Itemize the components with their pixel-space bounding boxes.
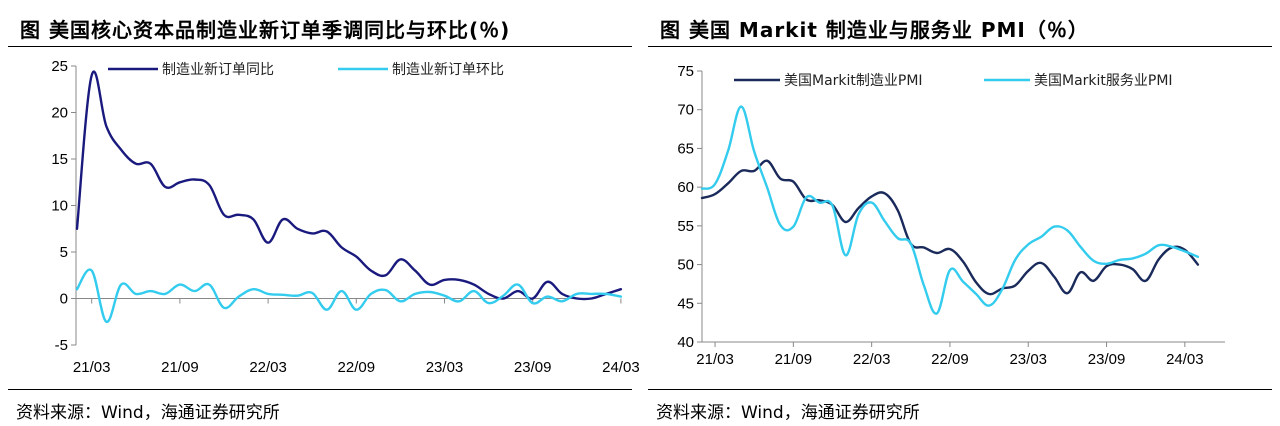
right-chart-title: 图 美国 Markit 制造业与服务业 PMI（％）	[660, 18, 1089, 42]
right-y-tick-label: 50	[677, 257, 694, 274]
right-y-tick-label: 70	[677, 102, 694, 119]
left-legend-label-1: 制造业新订单同比	[162, 62, 274, 78]
left-y-tick-label: 0	[60, 291, 68, 308]
left-y-tick-label: 25	[51, 58, 68, 75]
right-x-tick-label: 21/09	[775, 351, 813, 368]
right-y-tick-label: 75	[677, 63, 694, 80]
left-series-line-2	[75, 268, 623, 324]
right-y-tick-label: 60	[677, 179, 694, 196]
right-y-tick-label: 55	[677, 218, 694, 235]
left-x-tick-label: 24/03	[602, 359, 640, 376]
right-x-tick-label: 22/03	[853, 351, 891, 368]
left-x-tick-label: 22/03	[249, 359, 287, 376]
right-chart-svg: 40 45 50 55 60 65 70 75 21/03 21/09 22/03 22/09 23/0…	[677, 63, 1225, 368]
left-series-line-1	[75, 70, 623, 301]
right-y-tick-label: 65	[677, 140, 694, 157]
left-y-tick-label: 5	[60, 244, 68, 261]
right-x-tick-label: 22/09	[931, 351, 969, 368]
right-x-tick-label: 24/03	[1166, 351, 1204, 368]
left-title-rule	[8, 46, 632, 47]
left-y-tick-label: 10	[51, 198, 68, 215]
left-y-tick-label: -5	[55, 337, 68, 354]
left-x-tick-label: 23/03	[426, 359, 464, 376]
left-x-tick-label: 23/09	[514, 359, 552, 376]
right-y-tick-label: 45	[677, 295, 694, 312]
right-chart-panel: 图 美国 Markit 制造业与服务业 PMI（％） 40 45 50 55 60 65 7…	[640, 0, 1280, 426]
left-chart-panel: 图 美国核心资本品制造业新订单季调同比与环比(％) -5 0 5 10 15 20 25 21…	[8, 18, 640, 423]
left-x-tick-label: 22/09	[338, 359, 376, 376]
left-y-tick-label: 15	[51, 151, 68, 168]
left-x-tick-label: 21/03	[73, 359, 111, 376]
left-source-rule	[8, 389, 632, 390]
right-x-tick-label: 23/09	[1088, 351, 1126, 368]
right-legend-label-1: 美国Markit制造业PMI	[784, 73, 923, 89]
right-series-line-2	[700, 105, 1200, 315]
left-x-tick-label: 21/09	[161, 359, 199, 376]
right-x-tick-label: 21/03	[696, 351, 734, 368]
left-y-tick-label: 20	[51, 105, 68, 122]
right-x-tick-label: 23/03	[1009, 351, 1047, 368]
left-source-note: 资料来源：Wind，海通证券研究所	[16, 403, 280, 423]
right-source-rule	[648, 389, 1272, 390]
right-legend-label-2: 美国Markit服务业PMI	[1034, 73, 1173, 89]
right-source-note: 资料来源：Wind，海通证券研究所	[656, 403, 920, 423]
right-title-rule	[648, 46, 1272, 47]
right-y-tick-label: 40	[677, 334, 694, 351]
left-chart-title: 图 美国核心资本品制造业新订单季调同比与环比(％)	[20, 18, 511, 42]
right-series-line-1	[700, 159, 1200, 296]
left-legend-label-2: 制造业新订单环比	[392, 62, 504, 78]
left-chart-svg: -5 0 5 10 15 20 25 21/03 21/09 22/03 22/09 23/03 23/…	[51, 58, 640, 376]
